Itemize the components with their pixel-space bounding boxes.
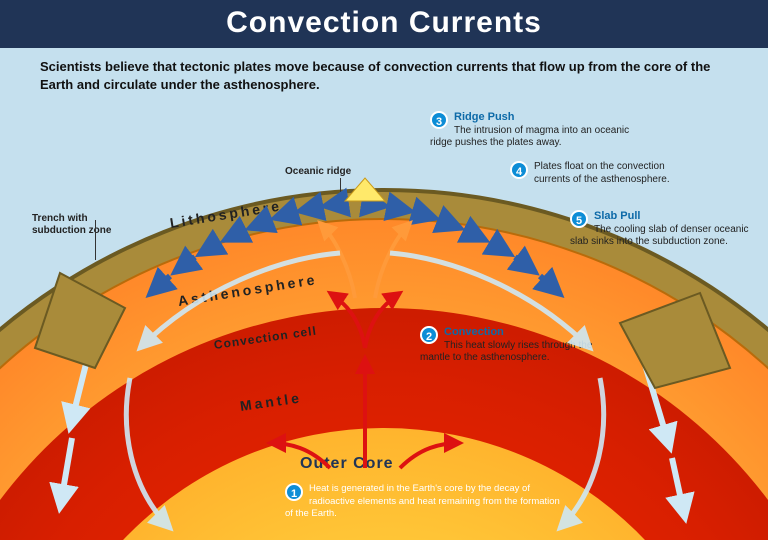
pointer-trench: Trench with subduction zone [32, 213, 122, 237]
callout-1: 1 Heat is generated in the Earth's core … [285, 483, 565, 521]
callout-4: 4 Plates float on the convection current… [510, 161, 700, 186]
callout-2: 2 Convection This heat slowly rises thro… [420, 326, 600, 365]
callout-title: Ridge Push [454, 111, 515, 123]
callout-number-icon: 1 [285, 483, 303, 501]
callout-title: Convection [444, 326, 504, 338]
callout-text: The cooling slab of denser oceanic slab … [570, 224, 749, 248]
callout-number-icon: 4 [510, 161, 528, 179]
callout-3: 3 Ridge Push The intrusion of magma into… [430, 111, 640, 150]
callout-number-icon: 3 [430, 111, 448, 129]
page-title: Convection Currents [0, 0, 768, 48]
pointer-line [95, 220, 96, 260]
diagram-area: Scientists believe that tectonic plates … [0, 48, 768, 540]
label-outer-core: Outer Core [300, 455, 394, 473]
callout-text: Plates float on the convection currents … [534, 161, 670, 185]
callout-number-icon: 5 [570, 210, 588, 228]
callout-text: The intrusion of magma into an oceanic r… [430, 125, 629, 149]
intro-text: Scientists believe that tectonic plates … [40, 58, 728, 93]
callout-title: Slab Pull [594, 210, 640, 222]
callout-5: 5 Slab Pull The cooling slab of denser o… [570, 210, 750, 249]
pointer-oceanic-ridge: Oceanic ridge [285, 166, 351, 177]
callout-text: Heat is generated in the Earth's core by… [285, 483, 560, 519]
callout-number-icon: 2 [420, 326, 438, 344]
pointer-line [340, 178, 341, 200]
callout-text: This heat slowly rises through the mantl… [420, 340, 592, 364]
